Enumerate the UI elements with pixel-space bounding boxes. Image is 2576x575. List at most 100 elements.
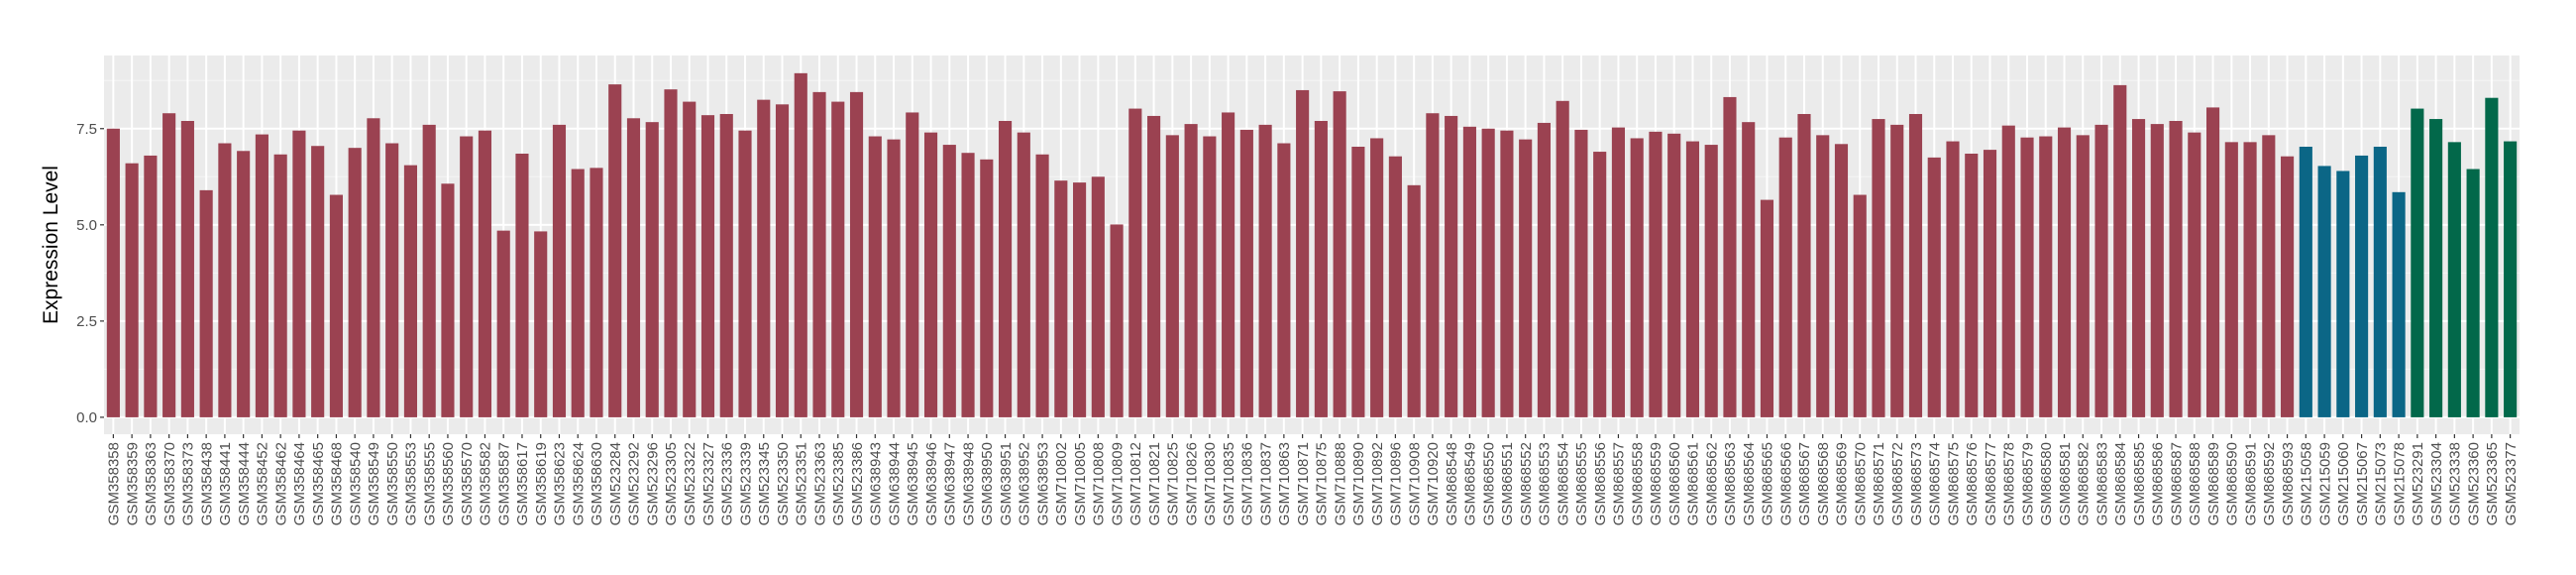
x-tick-label: GSM358358	[106, 442, 123, 525]
bar-GSM523350	[775, 104, 790, 417]
bar-GSM358630	[590, 168, 603, 417]
x-tick-label: GSM868575	[1945, 442, 1962, 525]
bar-GSM710871	[1296, 89, 1310, 417]
x-tick-label: GSM358462	[272, 442, 289, 525]
bars	[106, 72, 2518, 417]
x-tick-label: GSM710825	[1165, 442, 1182, 525]
x-tick-label: GSM710920	[1425, 442, 1442, 525]
x-tick-label: GSM358464	[291, 442, 308, 525]
bar-GSM215059	[2317, 166, 2331, 417]
x-tick-label: GSM868584	[2112, 442, 2129, 525]
x-tick-label: GSM868566	[1777, 442, 1794, 525]
x-tick-label: GSM710809	[1109, 442, 1126, 525]
bar-GSM868554	[1556, 100, 1569, 417]
bar-GSM868552	[1519, 139, 1533, 417]
x-tick-label: GSM868570	[1852, 442, 1869, 525]
bar-GSM358465	[311, 146, 325, 417]
bar-GSM523292	[626, 118, 641, 417]
x-tick-label: GSM868579	[2019, 442, 2036, 525]
bar-GSM358550	[385, 143, 399, 417]
bar-GSM868583	[2094, 124, 2108, 417]
x-tick-label: GSM215060	[2335, 442, 2352, 525]
bar-GSM868556	[1593, 152, 1607, 417]
x-tick-label: GSM638944	[886, 442, 903, 525]
x-tick-label: GSM358553	[403, 442, 420, 525]
bar-GSM638952	[1017, 132, 1030, 417]
x-tick-label: GSM523305	[663, 442, 680, 525]
x-tick-label: GSM868583	[2093, 442, 2110, 525]
bar-GSM868566	[1778, 137, 1792, 417]
bar-GSM868586	[2150, 124, 2164, 417]
bar-GSM523305	[664, 89, 678, 417]
bar-GSM358359	[125, 163, 139, 417]
x-tick-label: GSM868563	[1722, 442, 1739, 525]
x-tick-label: GSM638946	[923, 442, 940, 525]
x-tick-label: GSM868560	[1666, 442, 1683, 525]
bar-GSM868581	[2057, 127, 2072, 417]
bar-GSM215073	[2373, 147, 2387, 417]
bar-GSM358363	[144, 155, 158, 417]
bar-GSM710875	[1314, 120, 1328, 417]
x-tick-label: GSM868590	[2224, 442, 2241, 525]
bar-GSM868553	[1537, 122, 1551, 417]
x-tick-label: GSM868558	[1629, 442, 1646, 525]
bar-GSM868549	[1462, 126, 1476, 417]
x-tick-label: GSM710826	[1183, 442, 1200, 525]
y-tick-label: 2.5	[76, 313, 97, 330]
bar-GSM868590	[2224, 142, 2238, 417]
bar-GSM868585	[2131, 119, 2146, 417]
bar-GSM868564	[1742, 122, 1756, 417]
bar-GSM358462	[273, 154, 287, 417]
bar-GSM358358	[106, 128, 120, 417]
x-tick-label: GSM358465	[310, 442, 327, 525]
bar-GSM868571	[1872, 119, 1885, 417]
bar-GSM710837	[1258, 124, 1272, 417]
bar-GSM358540	[348, 148, 362, 417]
bar-GSM710892	[1370, 138, 1384, 417]
x-tick-label: GSM868574	[1927, 442, 1944, 525]
bar-GSM358373	[180, 120, 194, 417]
x-tick-label: GSM868580	[2038, 442, 2055, 525]
bar-GSM638947	[942, 145, 956, 417]
bar-GSM523345	[757, 99, 771, 417]
x-tick-label: GSM638952	[1017, 442, 1033, 525]
bar-GSM638953	[1035, 154, 1049, 417]
x-tick-label: GSM868573	[1908, 442, 1925, 525]
bar-GSM710830	[1203, 136, 1217, 417]
x-tick-label: GSM868561	[1685, 442, 1702, 525]
x-tick-label: GSM868565	[1760, 442, 1776, 525]
x-tick-label: GSM215067	[2354, 442, 2371, 525]
x-tick-label: GSM868552	[1518, 442, 1535, 525]
bar-GSM523338	[2447, 142, 2461, 417]
bar-GSM358624	[571, 169, 585, 417]
bar-GSM523284	[608, 84, 622, 417]
x-axis: GSM358358 GSM358359 GSM358363 GSM358370 GSM3…	[106, 434, 2520, 525]
bar-GSM523322	[683, 101, 697, 417]
x-tick-label: GSM868548	[1444, 442, 1460, 525]
x-tick-label: GSM358587	[495, 442, 512, 525]
bar-GSM868576	[1965, 153, 1979, 417]
x-tick-label: GSM358441	[217, 442, 234, 525]
x-tick-label: GSM710836	[1239, 442, 1256, 525]
x-tick-label: GSM710875	[1314, 442, 1331, 525]
bar-GSM638950	[980, 159, 994, 417]
x-tick-label: GSM358623	[552, 442, 569, 525]
bar-GSM523360	[2466, 169, 2480, 417]
x-tick-label: GSM868562	[1703, 442, 1720, 525]
bar-GSM868574	[1927, 157, 1941, 417]
x-tick-label: GSM868593	[2280, 442, 2297, 525]
x-tick-label: GSM358452	[255, 442, 271, 525]
x-tick-label: GSM523351	[794, 442, 810, 525]
x-tick-label: GSM523292	[626, 442, 643, 525]
x-tick-label: GSM868571	[1871, 442, 1887, 525]
bar-GSM710888	[1333, 91, 1346, 417]
bar-GSM358587	[496, 230, 510, 417]
x-tick-label: GSM710863	[1276, 442, 1293, 525]
bar-GSM215067	[2355, 155, 2369, 417]
bar-GSM868580	[2039, 136, 2053, 417]
x-tick-label: GSM868550	[1480, 442, 1497, 525]
bar-GSM710808	[1091, 176, 1105, 417]
bar-GSM868570	[1853, 194, 1867, 417]
x-tick-label: GSM358363	[143, 442, 160, 525]
bar-GSM710836	[1239, 129, 1253, 417]
